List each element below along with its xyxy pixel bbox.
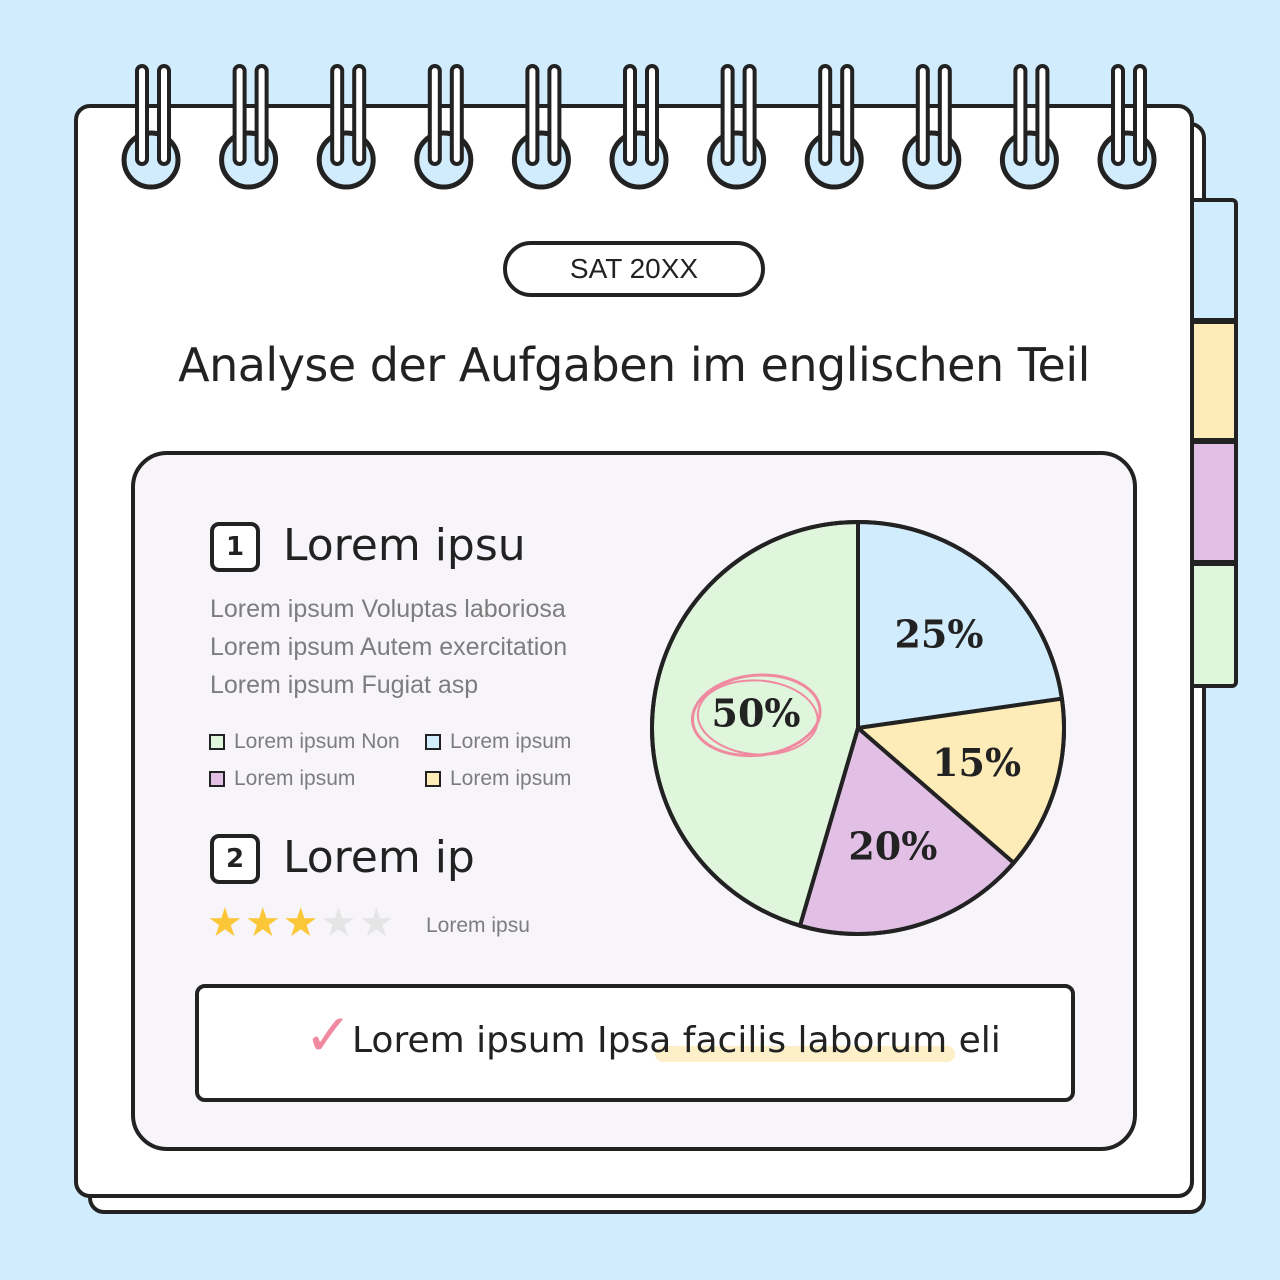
binder-ring — [511, 64, 571, 190]
tab-blue[interactable] — [1190, 198, 1238, 322]
rating-label: Lorem ipsu — [426, 914, 530, 937]
section-2-number-text: 2 — [225, 844, 245, 874]
legend-swatch-blue — [425, 734, 441, 750]
legend-swatch-green — [209, 734, 225, 750]
legend-swatch-yellow — [425, 771, 441, 787]
tab-purple[interactable] — [1190, 440, 1238, 564]
legend-item-yellow: Lorem ipsum — [425, 767, 571, 791]
note-text: Lorem ipsum Ipsa facilis laborum eli — [352, 1020, 1001, 1061]
pie-chart: 25% 15% 20% 50% — [650, 520, 1066, 936]
binder-ring — [1097, 64, 1157, 190]
date-badge-text: SAT 20XX — [569, 253, 699, 284]
section-1-number: 1 — [210, 522, 260, 572]
legend-item-blue: Lorem ipsum — [425, 730, 571, 754]
checkmark-icon: ✓ — [304, 1001, 353, 1069]
legend-item-green: Lorem ipsum Non — [209, 730, 400, 754]
spiral-binding — [121, 64, 1157, 190]
text-highlight — [655, 1046, 955, 1062]
binder-ring — [219, 64, 279, 190]
description-line: Lorem ipsum Autem exercitation — [210, 633, 568, 661]
star-filled-icon[interactable]: ★ — [282, 900, 319, 946]
description-line: Lorem ipsum Voluptas laboriosa — [210, 595, 566, 623]
legend-label: Lorem ipsum — [450, 730, 572, 753]
binder-ring — [316, 64, 376, 190]
binder-ring — [999, 64, 1059, 190]
star-rating[interactable]: ★ ★ ★ ★ ★ — [207, 903, 396, 943]
date-badge: SAT 20XX — [503, 241, 765, 297]
page-title: Analyse der Aufgaben im englischen Teil — [178, 338, 1090, 392]
legend-item-purple: Lorem ipsum — [209, 767, 355, 791]
section-2-title: Lorem ip — [283, 832, 475, 883]
highlight-circle — [696, 679, 819, 756]
tab-green[interactable] — [1190, 562, 1238, 688]
pie-outline — [650, 520, 1066, 936]
pie-slice-label: 20% — [848, 824, 937, 869]
pie-slice-label: 25% — [894, 612, 983, 657]
legend-label: Lorem ipsum — [234, 767, 356, 790]
note-box — [195, 984, 1075, 1102]
legend-swatch-purple — [209, 771, 225, 787]
binder-ring — [804, 64, 864, 190]
star-filled-icon[interactable]: ★ — [207, 900, 243, 946]
section-2-number: 2 — [210, 834, 260, 884]
binder-ring — [121, 64, 181, 190]
section-1-title: Lorem ipsu — [283, 520, 526, 571]
binder-ring — [414, 64, 474, 190]
section-1-number-text: 1 — [225, 532, 245, 562]
binder-ring — [902, 64, 962, 190]
section-1-description: Lorem ipsum Voluptas laboriosa Lorem ips… — [210, 590, 630, 704]
pie-slice-label: 50% — [712, 690, 801, 735]
star-empty-icon[interactable]: ★ — [358, 900, 395, 946]
legend-label: Lorem ipsum — [450, 767, 572, 790]
legend-label: Lorem ipsum Non — [234, 730, 400, 753]
binder-ring — [707, 64, 767, 190]
star-filled-icon[interactable]: ★ — [244, 900, 281, 946]
binder-ring — [609, 64, 669, 190]
star-empty-icon[interactable]: ★ — [320, 900, 357, 946]
tab-yellow[interactable] — [1190, 320, 1238, 442]
description-line: Lorem ipsum Fugiat asp — [210, 671, 479, 699]
pie-slice-label: 15% — [932, 740, 1021, 785]
